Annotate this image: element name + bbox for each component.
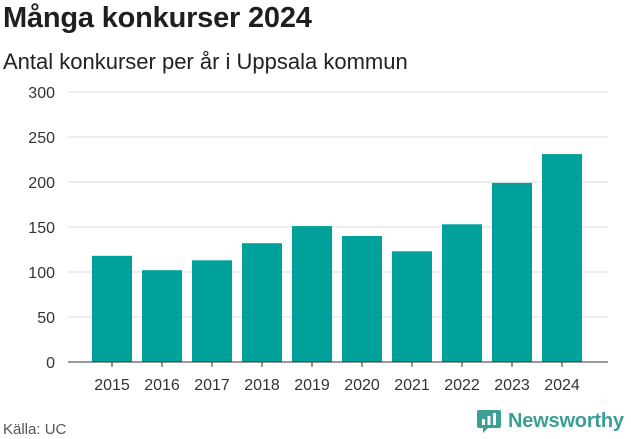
bar — [142, 270, 182, 362]
x-tick-label: 2020 — [344, 377, 380, 394]
chart-subtitle: Antal konkurser per år i Uppsala kommun — [3, 49, 408, 74]
x-tick-label: 2015 — [94, 377, 130, 394]
source-note: Källa: UC — [3, 421, 67, 438]
y-tick-label: 0 — [46, 355, 55, 372]
x-tick-label: 2021 — [394, 377, 430, 394]
y-tick-label: 50 — [37, 310, 55, 327]
x-tick-label: 2016 — [144, 377, 180, 394]
chart-title: Många konkurser 2024 — [3, 2, 312, 34]
y-tick-label: 200 — [28, 175, 55, 192]
bar — [192, 260, 232, 362]
bar — [492, 182, 532, 362]
x-tick-label: 2018 — [244, 377, 280, 394]
bar — [242, 243, 282, 362]
y-tick-label: 250 — [28, 130, 55, 147]
brand-name: Newsworthy — [508, 409, 624, 432]
x-tick-label: 2024 — [544, 377, 580, 394]
bar — [292, 226, 332, 362]
bar — [392, 251, 432, 362]
x-tick-label: 2019 — [294, 377, 330, 394]
x-tick-label: 2017 — [194, 377, 230, 394]
bar — [92, 255, 132, 362]
y-tick-label: 100 — [28, 265, 55, 282]
bar — [542, 154, 582, 362]
y-tick-label: 300 — [28, 85, 55, 102]
y-tick-label: 150 — [28, 220, 55, 237]
brand-logo[interactable]: Newsworthy — [476, 408, 624, 434]
bar — [442, 224, 482, 362]
bar — [342, 236, 382, 362]
x-tick-label: 2023 — [494, 377, 530, 394]
newsworthy-logo-icon — [477, 410, 501, 433]
x-tick-label: 2022 — [444, 377, 480, 394]
